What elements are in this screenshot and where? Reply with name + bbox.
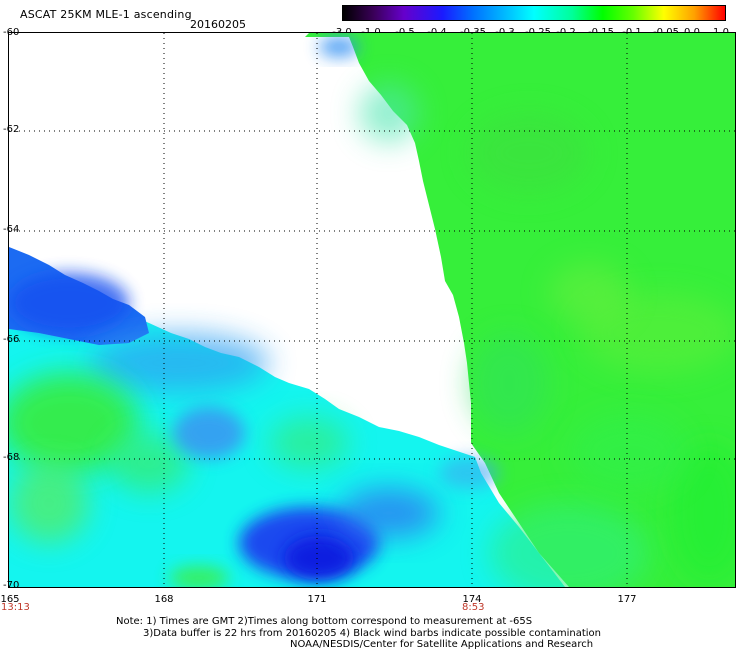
x-axis-label: 174 [462, 594, 482, 605]
wind-field-map [9, 33, 735, 587]
y-axis-label: -62 [3, 124, 20, 135]
map-plot-area [8, 32, 736, 588]
map-title: ASCAT 25KM MLE-1 ascending [20, 8, 192, 21]
x-axis-label: 177 [617, 594, 637, 605]
y-axis-label: -66 [3, 334, 20, 345]
footnote-line-2: 3)Data buffer is 22 hrs from 20160205 4)… [143, 628, 601, 639]
y-axis-label: -70 [3, 580, 20, 591]
x-axis-label: 165 [0, 594, 20, 605]
graticule [9, 33, 735, 587]
x-axis-label: 171 [307, 594, 327, 605]
y-axis-label: -64 [3, 224, 20, 235]
colorbar [342, 5, 726, 21]
y-axis-label: -68 [3, 452, 20, 463]
pass-time-left: 13:13 [1, 602, 30, 613]
x-axis-label: 168 [154, 594, 174, 605]
y-axis-label: -60 [3, 27, 20, 38]
map-date: 20160205 [190, 18, 246, 31]
pass-time-center: 8:53 [462, 602, 485, 613]
footnote-line-1: Note: 1) Times are GMT 2)Times along bot… [116, 616, 533, 627]
footnote-line-3: NOAA/NESDIS/Center for Satellite Applica… [290, 639, 594, 650]
